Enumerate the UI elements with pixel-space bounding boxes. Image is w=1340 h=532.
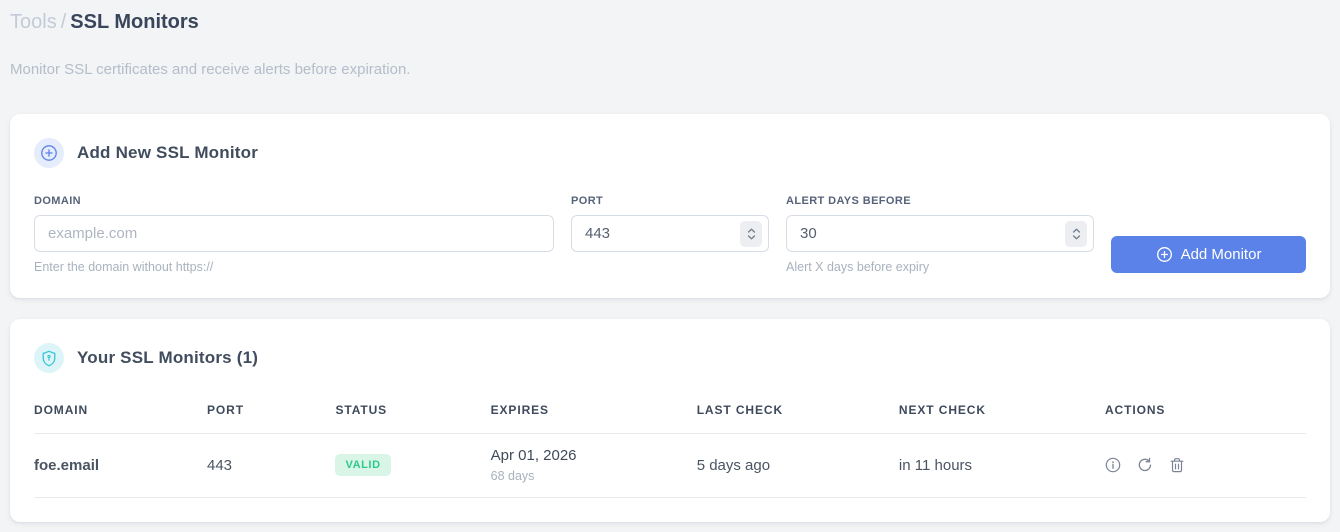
domain-helper-text: Enter the domain without https:// [34,260,214,274]
trash-icon [1170,458,1184,473]
col-header-expires: EXPIRES [490,393,697,434]
row-next-check: in 11 hours [898,433,1105,498]
plus-circle-icon [1156,247,1172,262]
alert-days-stepper[interactable] [1065,220,1087,247]
page-title: SSL Monitors [70,11,199,33]
domain-field-group: DOMAIN Enter the domain without https:// [34,195,554,274]
row-expires: Apr 01, 2026 68 days [490,433,697,498]
col-header-domain: DOMAIN [34,393,207,434]
refresh-button[interactable] [1137,457,1153,473]
row-port: 443 [206,433,336,498]
port-label: PORT [571,195,604,207]
chevrons-up-down-icon [1072,228,1080,239]
col-header-last-check: LAST CHECK [696,393,899,434]
port-input[interactable] [571,215,769,252]
page-subtitle: Monitor SSL certificates and receive ale… [10,61,411,78]
refresh-icon [1138,457,1152,472]
monitors-card: Your SSL Monitors (1) DOMAIN PORT STATUS… [10,319,1330,522]
add-monitor-header: Add New SSL Monitor [34,138,1306,168]
alert-days-input[interactable] [786,215,1094,252]
col-header-next-check: NEXT CHECK [898,393,1105,434]
info-button[interactable] [1105,457,1121,473]
alert-days-field-group: ALERT DAYS BEFORE Alert X days before ex… [786,195,1094,274]
expires-date: Apr 01, 2026 [490,447,577,464]
col-header-port: PORT [206,393,336,434]
monitors-title: Your SSL Monitors (1) [77,348,259,367]
table-row: foe.email 443 VALID Apr 01, 2026 68 days… [34,433,1306,498]
col-header-status: STATUS [335,393,491,434]
monitors-table: DOMAIN PORT STATUS EXPIRES LAST CHECK NE… [34,393,1306,498]
row-actions [1104,433,1306,498]
alert-days-helper-text: Alert X days before expiry [786,260,930,274]
status-badge: VALID [335,454,391,476]
shield-icon [42,350,56,366]
breadcrumb-tools-link[interactable]: Tools [10,11,57,33]
port-stepper[interactable] [740,220,762,247]
add-monitor-button[interactable]: Add Monitor [1111,236,1306,273]
row-status: VALID [335,433,491,498]
add-monitor-title: Add New SSL Monitor [77,143,259,162]
add-monitor-card: Add New SSL Monitor DOMAIN Enter the dom… [10,114,1330,298]
delete-button[interactable] [1169,457,1185,473]
domain-label: DOMAIN [34,195,82,207]
breadcrumb-separator: / [60,11,67,33]
breadcrumb: Tools / SSL Monitors [10,8,1330,36]
row-last-check: 5 days ago [696,433,899,498]
info-icon [1105,457,1121,473]
col-header-actions: ACTIONS [1104,393,1306,434]
alert-days-label: ALERT DAYS BEFORE [786,195,911,207]
plus-circle-badge [34,138,64,168]
expires-days-remaining: 68 days [490,469,535,483]
add-monitor-form: DOMAIN Enter the domain without https://… [34,195,1306,274]
plus-circle-icon [41,145,57,161]
add-monitor-button-label: Add Monitor [1180,246,1262,263]
chevrons-up-down-icon [747,228,755,239]
row-domain: foe.email [34,433,207,498]
table-header-row: DOMAIN PORT STATUS EXPIRES LAST CHECK NE… [34,393,1306,434]
monitors-header: Your SSL Monitors (1) [34,343,1306,373]
port-field-group: PORT [571,195,769,252]
domain-input[interactable] [34,215,554,252]
shield-badge [34,343,64,373]
